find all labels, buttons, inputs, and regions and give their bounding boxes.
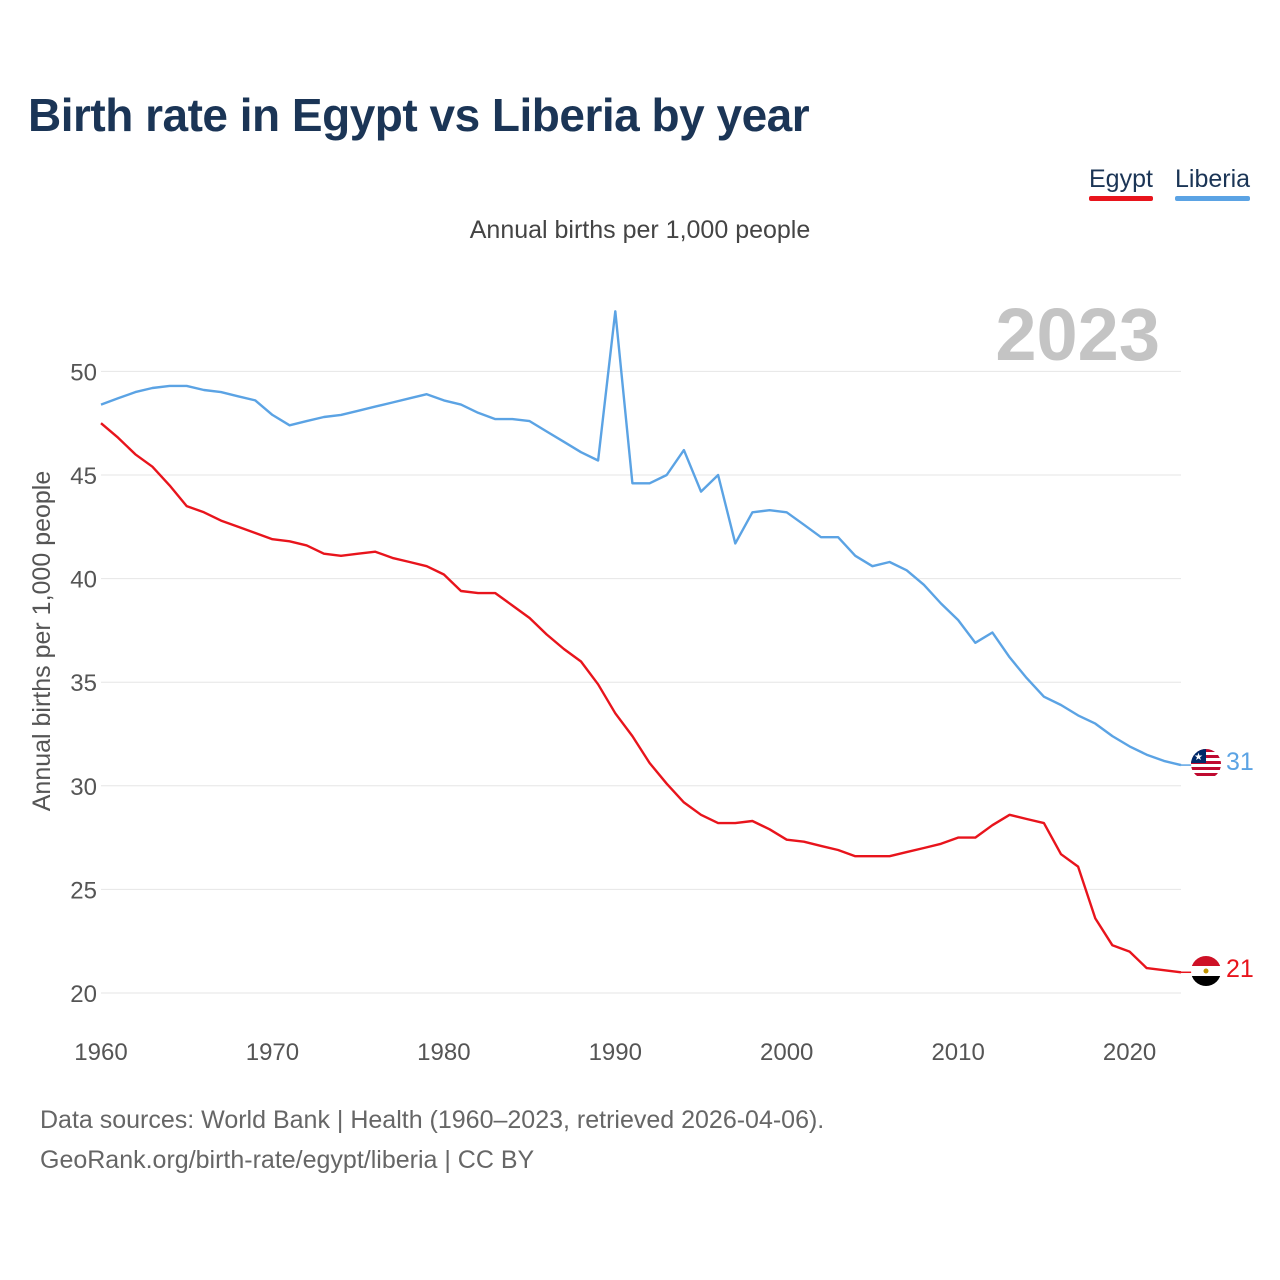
x-tick-label: 1990 [589,1039,642,1066]
x-tick-label: 1980 [417,1039,470,1066]
legend-label-liberia: Liberia [1175,165,1251,193]
line-chart: 2023 20 25 30 35 40 45 50 1960 1970 1980 1990 2000… [28,293,1254,1066]
y-tick-label: 25 [70,877,97,904]
y-tick-label: 50 [70,359,97,386]
legend-item-liberia[interactable]: Liberia [1175,165,1251,201]
legend-item-egypt[interactable]: Egypt [1089,165,1153,201]
chart-title: Birth rate in Egypt vs Liberia by year [28,89,810,141]
x-tick-label: 2010 [931,1039,984,1066]
x-tick-label: 1960 [74,1039,127,1066]
chart-subtitle: Annual births per 1,000 people [469,216,811,244]
y-axis-ticks: 20 25 30 35 40 45 50 [70,359,97,1008]
source-url[interactable]: GeoRank.org/birth-rate/egypt/liberia | C… [40,1146,535,1174]
y-tick-label: 45 [70,463,97,490]
x-axis-ticks: 1960 1970 1980 1990 2000 2010 2020 [74,1039,1156,1066]
series-lines [100,310,1192,974]
x-tick-label: 2020 [1103,1039,1156,1066]
x-tick-label: 1970 [246,1039,299,1066]
liberia-flag-icon: ★ [1191,749,1221,779]
svg-text:★: ★ [1194,752,1203,763]
y-tick-label: 40 [70,567,97,594]
end-label-egypt: 21 [1226,955,1254,983]
y-axis-label: Annual births per 1,000 people [28,471,56,812]
y-tick-label: 35 [70,670,97,697]
end-label-liberia: 31 [1226,748,1254,776]
source-citation: Data sources: World Bank | Health (1960–… [40,1106,825,1134]
y-tick-label: 20 [70,981,97,1008]
series-line-egypt[interactable] [100,422,1182,974]
gridlines [101,370,1181,994]
series-line-liberia[interactable] [100,310,1182,767]
legend-swatch-egypt [1089,196,1153,201]
egypt-flag-icon [1191,956,1221,986]
y-tick-label: 30 [70,774,97,801]
x-tick-label: 2000 [760,1039,813,1066]
legend-swatch-liberia [1175,196,1251,201]
year-watermark: 2023 [995,293,1160,376]
legend-label-egypt: Egypt [1089,165,1153,193]
